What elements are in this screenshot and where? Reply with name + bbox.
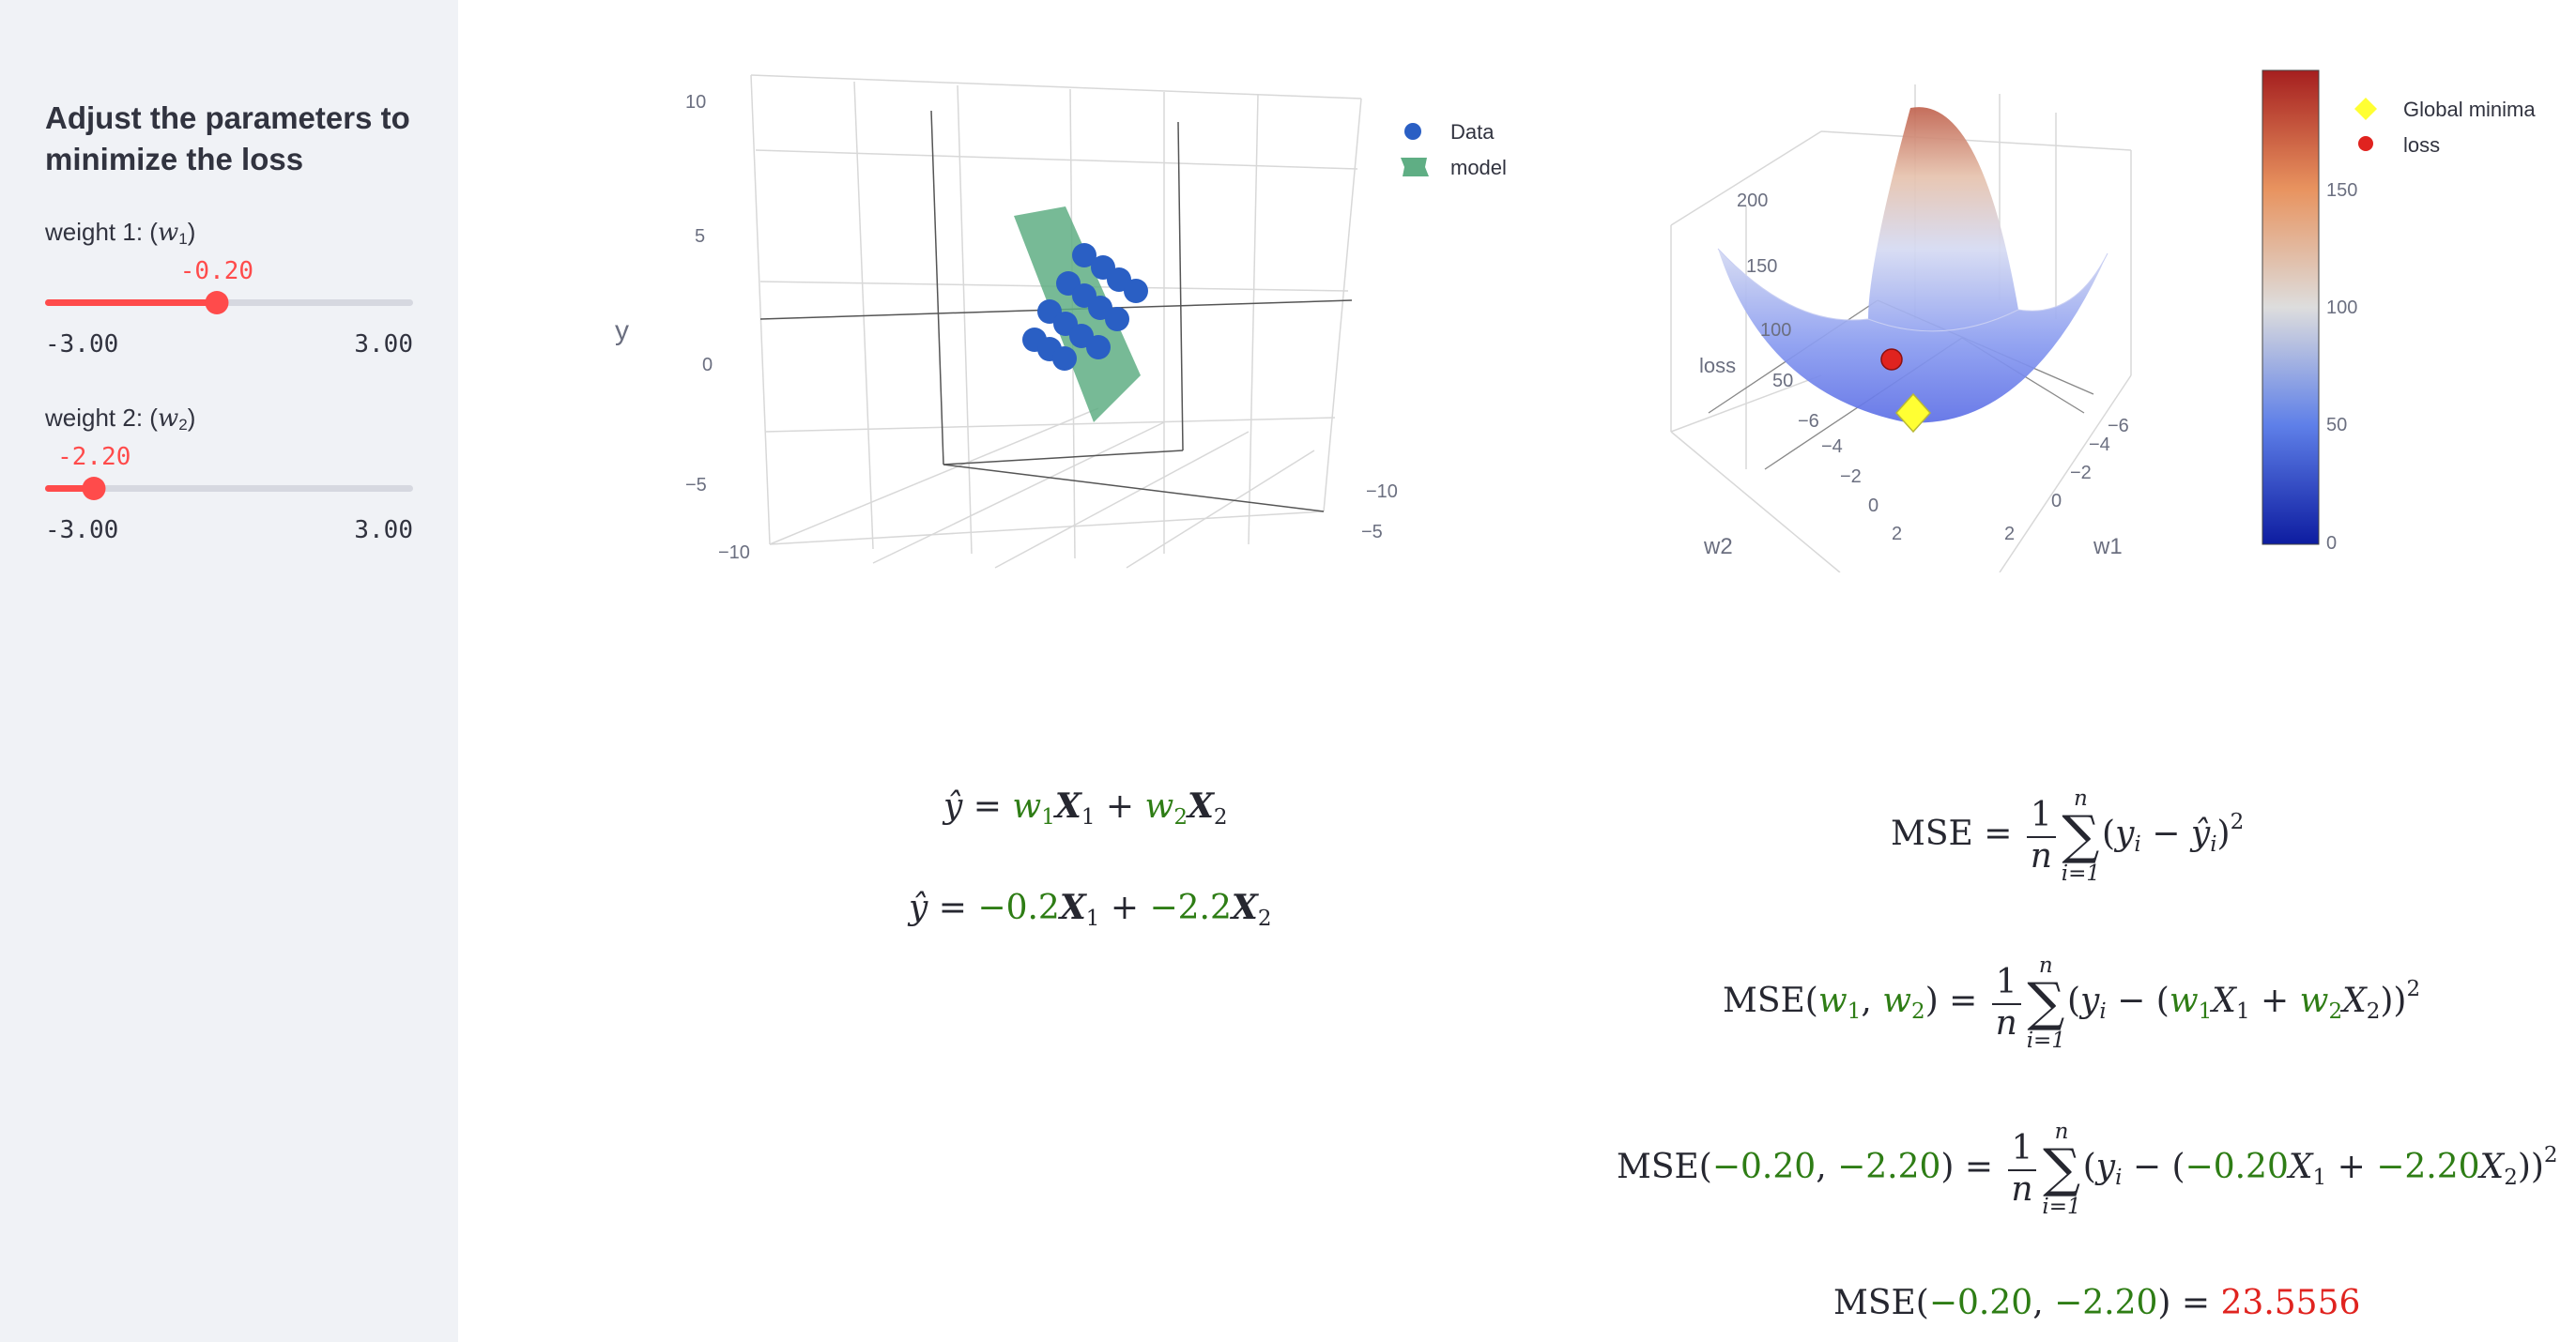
mse-w2-value: −2.20 [2054,1284,2158,1322]
data-point[interactable] [1124,279,1148,303]
w2-tick: 2 [1892,524,1902,544]
z-tick: 100 [1760,320,1791,341]
colorbar [2262,69,2320,545]
mse-w1-value: −0.20 [1711,1148,1817,1186]
colorbar-tick: 100 [2326,297,2357,318]
weight-1-slider-thumb[interactable] [205,291,229,314]
loss-marker[interactable] [1880,348,1903,371]
loss-surface-rim [1717,248,2108,332]
prediction-formula-values: ŷ = −0.2X1 + −2.2X2 [909,888,1272,931]
x-tick: −10 [1366,481,1398,502]
data-point[interactable] [1072,243,1096,267]
data-points[interactable] [1022,243,1148,371]
colorbar-tick: 150 [2326,180,2357,201]
data-point[interactable] [1052,346,1077,371]
w1-tick: 2 [2004,524,2015,544]
weight-1-slider-fill [45,299,217,306]
z-axis-label: loss [1699,354,1736,377]
mse-weights-formula: MSE(w1, w2) = 1 n n ∑ i=1 (yi − (w1X1 + w2X2)… [1723,953,2421,1053]
colorbar-tick: 0 [2326,533,2337,554]
weight-2-slider-fill [45,485,95,492]
z-tick: −5 [685,475,707,496]
z-tick: 10 [685,92,706,113]
w1-tick: −6 [2108,416,2129,436]
loss-surface-chart[interactable]: 200 150 100 50 loss −6 −4 −2 0 2 −6 −4 −… [1587,38,2576,572]
prediction-w1-value: −0.2 [977,889,1060,927]
mse-result-value: 23.5556 [2220,1284,2361,1322]
prediction-formula: ŷ = w1X1 + w2X2 [943,786,1228,830]
surface-icon [1401,158,1429,176]
global-minima-marker[interactable] [1894,392,1932,434]
scatter-3d-legend[interactable]: Data model [1401,120,1507,179]
weight-1-slider[interactable] [45,291,413,314]
data-point[interactable] [1105,307,1129,331]
mse-w2-value: −2.20 [2376,1148,2480,1186]
z-tick: −10 [718,542,750,563]
model-plane[interactable] [1014,206,1141,422]
data-point[interactable] [1086,335,1111,359]
weight-1-max: 3.00 [354,330,413,358]
w1-tick: −2 [2070,463,2092,483]
z-tick: 5 [695,226,705,247]
legend-model: model [1450,156,1507,179]
weight-1-label: weight 1: (w1) [45,218,196,248]
x-tick: −5 [1361,522,1383,542]
weight-2-value: -2.20 [57,443,131,471]
w1-tick: −4 [2089,435,2110,455]
legend-loss: loss [2403,133,2440,157]
z-tick: 150 [1746,256,1777,277]
sidebar: Adjust the parameters to minimize the lo… [0,0,458,1342]
mse-result: MSE(−0.20, −2.20) = 23.5556 [1833,1284,2361,1322]
w2-tick: 0 [1868,496,1878,516]
weight-1-value: -0.20 [179,257,254,285]
w1-axis-label: w1 [2093,534,2123,559]
sidebar-title: Adjust the parameters to minimize the lo… [45,100,410,176]
mse-values-formula: MSE(−0.20, −2.20) = 1 n n ∑ i=1 (yi − (−0.20X… [1617,1120,2558,1219]
scatter-3d-chart[interactable]: 10 5 0 −5 −10 −10 −5 y Data model [601,38,1540,572]
mse-w2-value: −2.20 [1837,1148,1941,1186]
mse-w1-value: −0.20 [2185,1148,2289,1186]
z-tick: 200 [1737,191,1768,211]
weight-2-min: -3.00 [45,516,119,544]
loss-surface-legend[interactable]: Global minima loss [2354,98,2536,157]
colorbar-tick: 50 [2326,415,2347,435]
w2-tick: −6 [1798,411,1819,432]
z-tick: 50 [1772,371,1793,391]
y-axis-label: y [615,315,629,346]
w2-tick: −2 [1840,466,1862,487]
diamond-marker-icon [2354,98,2377,120]
w2-tick: −4 [1821,436,1843,457]
legend-data: Data [1450,120,1495,144]
circle-marker-icon [2358,136,2373,151]
mse-formula: MSE = 1 n n ∑ i=1 (yi − ŷi)2 [1891,786,2245,886]
legend-global-minima: Global minima [2403,98,2536,121]
z-tick: 0 [702,355,713,375]
w1-tick: 0 [2051,491,2062,511]
mse-w1-value: −0.20 [1928,1284,2033,1322]
circle-marker-icon [1404,123,1421,140]
weight-2-slider-thumb[interactable] [82,477,106,500]
weight-2-max: 3.00 [354,516,413,544]
weight-1-min: -3.00 [45,330,119,358]
weight-2-slider[interactable] [45,477,413,500]
weight-2-label: weight 2: (w2) [45,404,196,434]
prediction-w2-value: −2.2 [1149,889,1232,927]
loss-surface[interactable] [1718,107,2108,423]
w2-axis-label: w2 [1703,534,1733,559]
